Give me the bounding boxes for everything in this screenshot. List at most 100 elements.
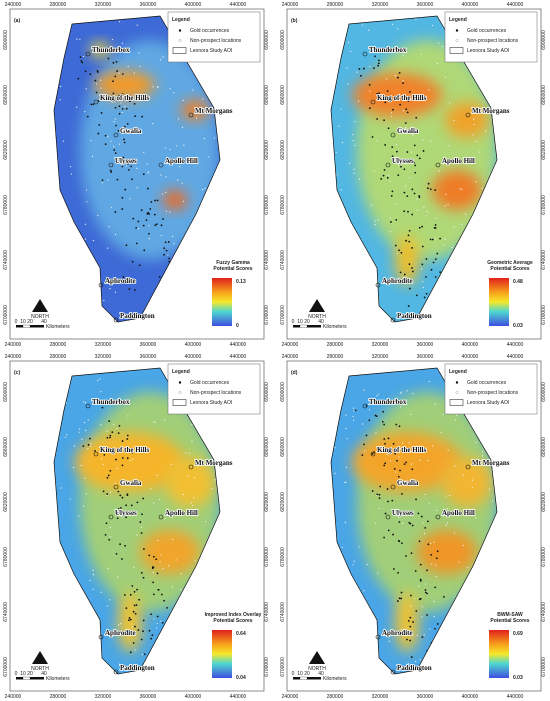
non-prospect-dot [443, 244, 445, 246]
gold-dot [163, 253, 165, 256]
gold-dot [113, 149, 116, 151]
gold-dot [387, 127, 390, 130]
x-tick-label: 280000 [50, 2, 67, 8]
gold-dot [115, 458, 117, 461]
non-prospect-dot [152, 123, 154, 125]
non-prospect-dot [466, 513, 469, 515]
gold-dot [398, 72, 401, 74]
gold-dot [154, 224, 157, 227]
gold-dot [415, 610, 418, 612]
scale-unit: Kilometers [323, 324, 347, 330]
non-prospect-dot [402, 522, 404, 524]
y-tick-label: 6900000 [280, 30, 286, 50]
gold-dot [374, 414, 377, 417]
non-prospect-dot [127, 65, 129, 68]
gold-dot [401, 542, 403, 545]
scale-max: 0.69 [513, 631, 523, 637]
non-prospect-dot [454, 465, 456, 467]
gold-dot [107, 57, 110, 60]
y-tick-label: 6820000 [280, 492, 286, 512]
non-prospect-dot [121, 111, 123, 114]
gold-dot [436, 550, 439, 553]
non-prospect-dot [100, 458, 103, 460]
x-tick-label: 360000 [417, 2, 434, 8]
gold-dot [97, 132, 100, 135]
gold-dot [121, 464, 124, 467]
panel-label: (c) [14, 370, 20, 376]
non-prospect-dot [389, 217, 391, 219]
place-marker [113, 669, 119, 675]
non-prospect-dot [92, 239, 95, 242]
non-prospect-dot [192, 504, 194, 507]
gold-dot [125, 504, 128, 507]
y-tick-label: 6860000 [541, 85, 547, 105]
non-prospect-dot [159, 498, 161, 501]
gold-dot [137, 629, 140, 631]
non-prospect-dot [345, 466, 348, 468]
gold-dot [393, 468, 396, 470]
x-tick-label: 280000 [327, 2, 344, 8]
map-panel: (a) 240000 240000 280000 280000 320000 320000 3… [3, 2, 270, 348]
non-prospect-dot [418, 585, 420, 588]
y-tick-label: 6900000 [3, 382, 9, 402]
non-prospect-dot [107, 247, 109, 249]
non-prospect-dot [156, 627, 158, 629]
gold-dot [442, 596, 445, 598]
non-prospect-dot [378, 393, 380, 395]
non-prospect-dot [112, 38, 114, 41]
non-prospect-dot [410, 413, 412, 415]
non-prospect-dot [421, 268, 423, 270]
gold-dot [397, 76, 399, 79]
non-prospect-dot [76, 38, 78, 40]
gold-dot [354, 409, 357, 412]
north-arrow [309, 651, 325, 664]
gold-dot [87, 443, 90, 446]
gold-dot [397, 571, 399, 574]
gold-dot [132, 217, 135, 220]
gold-dot [405, 108, 408, 111]
non-prospect-dot [357, 100, 360, 102]
x-tick-label: 360000 [417, 342, 434, 348]
gold-dot [427, 543, 430, 546]
color-ramp [212, 630, 232, 678]
place-name: Ulysses [392, 157, 414, 165]
non-prospect-dot [193, 497, 195, 499]
non-prospect-dot [120, 102, 122, 104]
gold-dot [414, 171, 417, 174]
legend-item: Non-prospect locations [467, 390, 519, 396]
gold-dot [408, 229, 411, 232]
non-prospect-dot [69, 498, 71, 500]
gold-dot [398, 249, 400, 252]
gold-dot [424, 589, 427, 591]
non-prospect-dot [160, 174, 162, 176]
gold-dot [105, 522, 108, 525]
x-tick-label: 320000 [372, 342, 389, 348]
non-prospect-dot [171, 586, 174, 588]
gold-dot [418, 598, 421, 601]
non-prospect-dot [203, 137, 205, 140]
gold-dot [401, 160, 403, 163]
non-prospect-dot [472, 134, 474, 136]
gold-dot [413, 192, 416, 195]
raster-hotspot [432, 170, 482, 210]
gold-dot [396, 150, 398, 153]
non-prospect-dot [405, 126, 407, 129]
gold-dot [134, 289, 136, 291]
non-prospect-dot [157, 86, 159, 88]
y-tick-label: 6820000 [541, 140, 547, 160]
gold-dot [434, 189, 437, 191]
panel-label: (a) [14, 18, 20, 24]
non-prospect-dot [162, 56, 164, 58]
gold-dot [371, 453, 374, 455]
non-prospect-dot [181, 182, 183, 184]
gold-dot [117, 432, 120, 435]
gold-dot [384, 144, 387, 146]
y-tick-label: 6780000 [280, 547, 286, 567]
non-prospect-dot [153, 421, 155, 423]
non-prospect-dot [429, 628, 431, 630]
non-prospect-dot [398, 277, 400, 279]
gold-dot [139, 521, 142, 523]
gold-dot [384, 442, 386, 445]
non-prospect-dot [87, 448, 89, 450]
raster-hotspot [95, 71, 155, 99]
